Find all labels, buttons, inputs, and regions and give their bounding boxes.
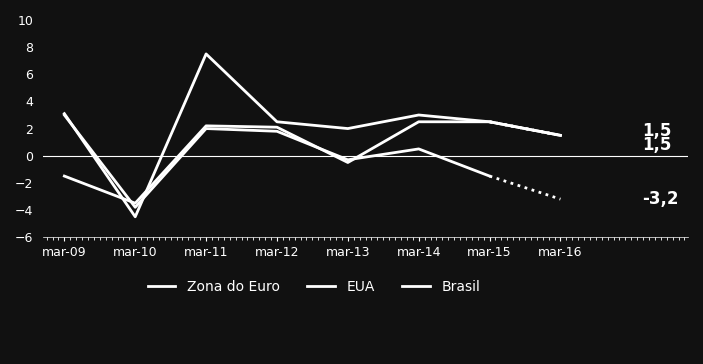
Text: 1,5: 1,5 xyxy=(642,122,671,140)
Text: -3,2: -3,2 xyxy=(642,190,678,208)
Text: 1,5: 1,5 xyxy=(642,136,671,154)
Legend: Zona do Euro, EUA, Brasil: Zona do Euro, EUA, Brasil xyxy=(142,274,486,300)
